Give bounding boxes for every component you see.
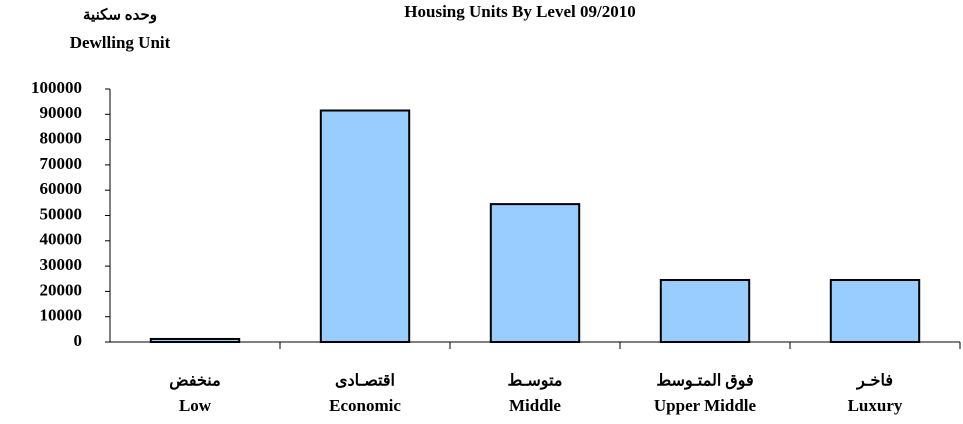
x-tick-label: Middle [509, 396, 561, 415]
bar [829, 279, 921, 344]
y-tick-label: 70000 [40, 154, 83, 173]
x-tick-label: Low [179, 396, 212, 415]
bar [149, 337, 241, 343]
x-tick-label-ar: اقتصـادى [335, 373, 395, 390]
y-tick-label: 20000 [40, 280, 83, 299]
x-tick-label: Economic [329, 396, 401, 415]
y-tick-label: 40000 [40, 230, 83, 249]
y-tick-label: 90000 [40, 103, 83, 122]
x-tick-label-ar: متوسـط [508, 373, 563, 391]
x-tick-label: Luxury [848, 396, 903, 415]
bar [659, 279, 751, 344]
x-tick-label: Upper Middle [654, 396, 757, 415]
y-tick-label: 0 [74, 331, 83, 350]
y-tick-label: 60000 [40, 179, 83, 198]
y-axis-label-ar: وحده سكنية [83, 7, 157, 23]
bar [319, 109, 411, 343]
y-tick-label: 80000 [40, 129, 83, 148]
y-axis-label: Dewlling Unit [70, 33, 171, 52]
y-tick-label: 30000 [40, 255, 83, 274]
chart-title: Housing Units By Level 09/2010 [404, 2, 635, 21]
bar [489, 203, 581, 343]
y-tick-label: 10000 [40, 306, 83, 325]
y-tick-label: 50000 [40, 204, 83, 223]
x-tick-label-ar: فاخـر [856, 373, 893, 391]
x-tick-label-ar: منخفض [169, 373, 220, 391]
y-tick-label: 100000 [31, 78, 82, 97]
x-tick-label-ar: فوق المتـوسط [656, 373, 753, 391]
